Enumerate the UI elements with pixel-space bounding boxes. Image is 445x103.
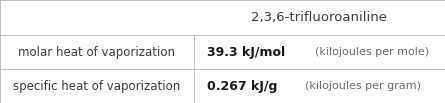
Text: 2,3,6-trifluoroaniline: 2,3,6-trifluoroaniline <box>251 11 387 24</box>
Text: 0.267 kJ/g: 0.267 kJ/g <box>207 80 277 92</box>
Text: 39.3 kJ/mol: 39.3 kJ/mol <box>207 46 285 59</box>
Text: specific heat of vaporization: specific heat of vaporization <box>13 80 180 92</box>
Text: (kilojoules per gram): (kilojoules per gram) <box>298 81 421 91</box>
Text: (kilojoules per mole): (kilojoules per mole) <box>308 47 429 57</box>
Text: molar heat of vaporization: molar heat of vaporization <box>18 46 175 59</box>
